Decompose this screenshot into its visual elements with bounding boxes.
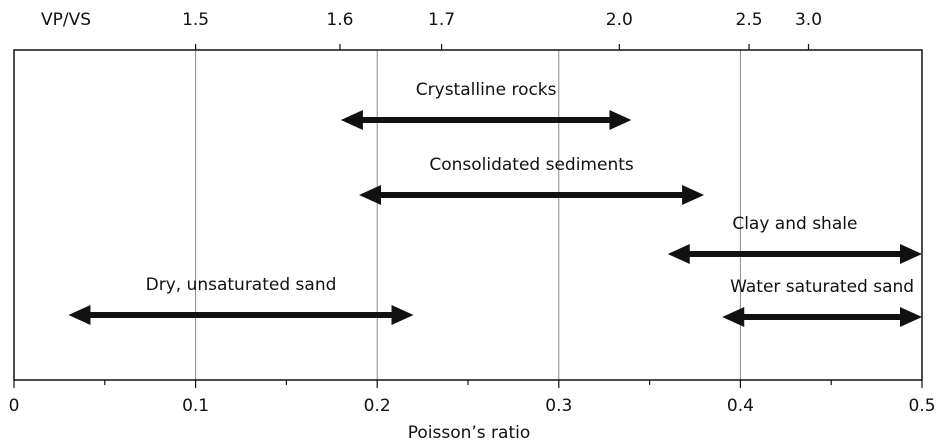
range-arrow bbox=[340, 110, 632, 130]
range-label: Water saturated sand bbox=[730, 277, 914, 297]
top-tick-label: 2.5 bbox=[736, 10, 763, 30]
range-arrow bbox=[359, 185, 705, 205]
range-label: Crystalline rocks bbox=[416, 80, 557, 100]
x-tick-label: 0.1 bbox=[182, 396, 209, 416]
x-tick-label: 0.5 bbox=[908, 396, 935, 416]
range-label: Clay and shale bbox=[732, 214, 857, 234]
x-tick-label: 0 bbox=[9, 396, 20, 416]
range-label: Consolidated sediments bbox=[429, 155, 634, 175]
top-tick-label: 1.6 bbox=[326, 10, 353, 30]
plot-frame bbox=[13, 49, 923, 381]
top-axis-title: VP/VS bbox=[41, 10, 91, 30]
top-tick-label: 1.5 bbox=[182, 10, 209, 30]
x-axis-title: Poisson’s ratio bbox=[408, 423, 531, 443]
x-tick-label: 0.2 bbox=[364, 396, 391, 416]
top-tick-label: 2.0 bbox=[606, 10, 633, 30]
range-arrow bbox=[722, 307, 922, 327]
top-tick-label: 3.0 bbox=[795, 10, 822, 30]
x-tick-label: 0.4 bbox=[727, 396, 754, 416]
top-tick-label: 1.7 bbox=[428, 10, 455, 30]
range-arrow bbox=[68, 305, 414, 325]
x-tick-label: 0.3 bbox=[545, 396, 572, 416]
range-label: Dry, unsaturated sand bbox=[146, 275, 337, 295]
range-arrow bbox=[667, 244, 922, 264]
